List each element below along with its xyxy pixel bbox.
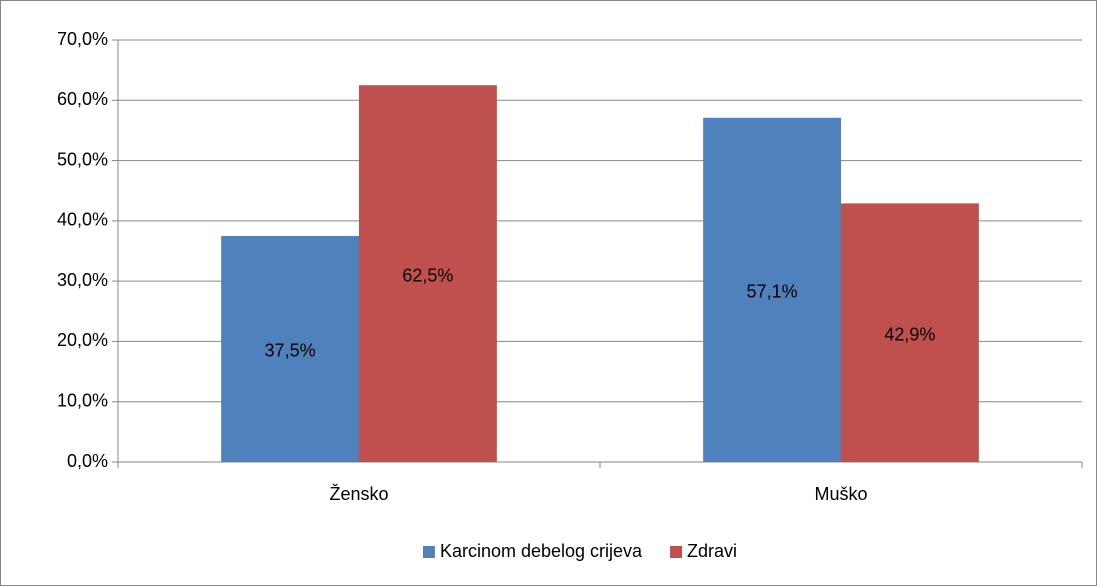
legend-swatch xyxy=(422,546,435,558)
y-tick-label: 50,0% xyxy=(57,149,108,169)
bar xyxy=(841,203,979,463)
y-tick-label: 20,0% xyxy=(57,330,108,350)
data-label: 57,1% xyxy=(747,282,798,302)
y-tick-label: 0,0% xyxy=(67,451,108,471)
y-tick-label: 30,0% xyxy=(57,270,108,290)
bar xyxy=(359,85,497,462)
x-tick-label: Muško xyxy=(814,484,867,504)
data-label: 37,5% xyxy=(265,341,316,361)
y-tick-label: 60,0% xyxy=(57,89,108,109)
bar xyxy=(221,235,359,462)
x-tick-label: Žensko xyxy=(329,484,388,504)
data-label: 42,9% xyxy=(884,324,935,344)
y-tick-label: 70,0% xyxy=(57,29,108,49)
y-tick-label: 10,0% xyxy=(57,390,108,410)
bar xyxy=(703,117,841,463)
y-tick-label: 40,0% xyxy=(57,210,108,230)
legend-label: Karcinom debelog crijeva xyxy=(440,541,643,561)
legend-swatch xyxy=(670,546,683,558)
legend-label: Zdravi xyxy=(687,541,737,561)
data-label: 62,5% xyxy=(402,265,453,285)
